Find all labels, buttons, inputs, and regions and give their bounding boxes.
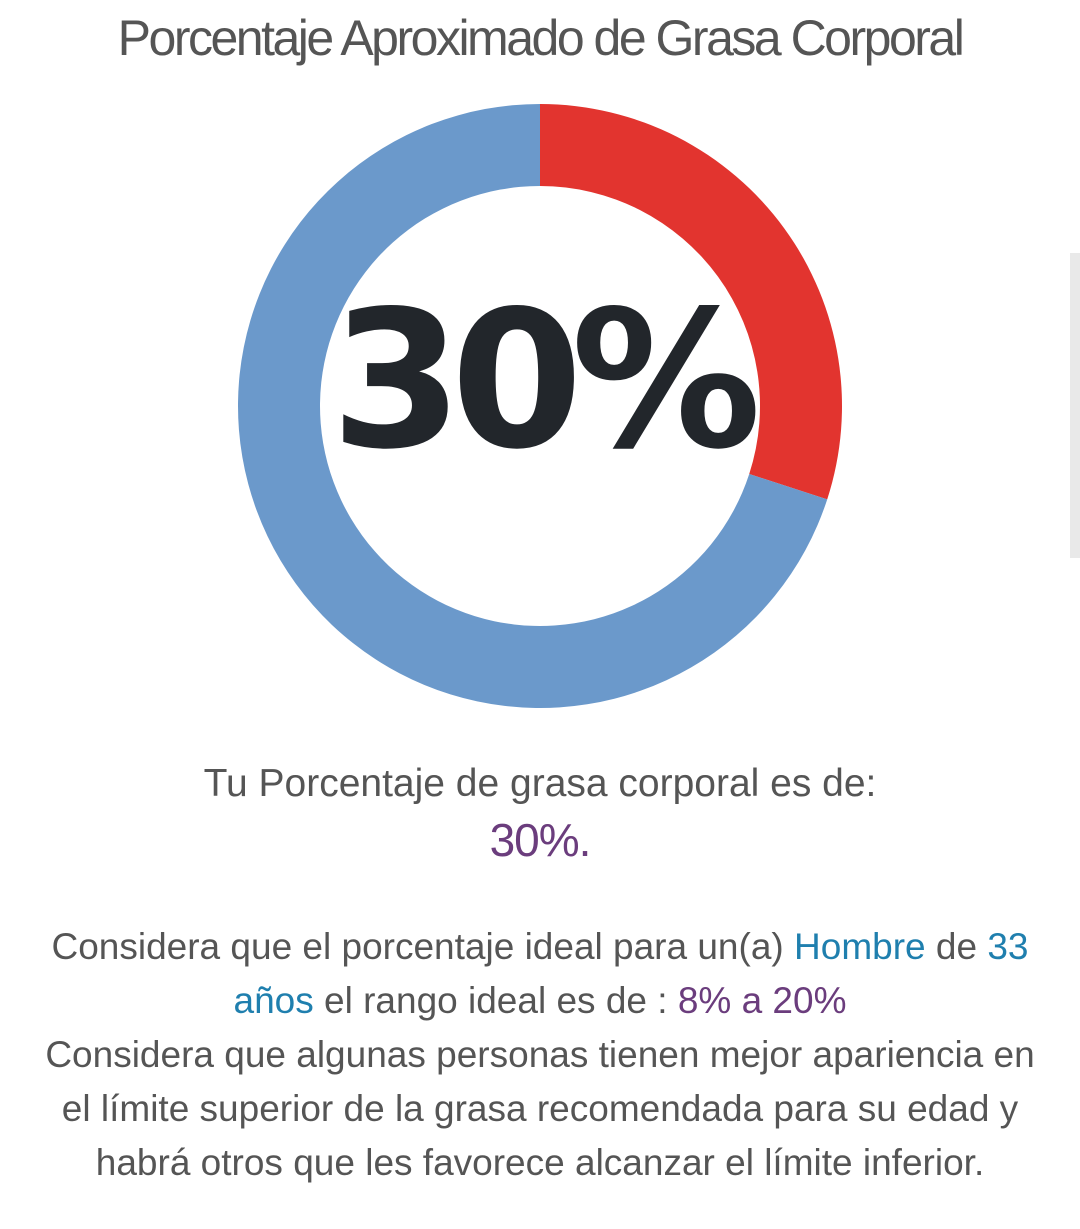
center-percentage-label: 30% xyxy=(331,270,756,491)
gender-value: Hombre xyxy=(794,926,926,967)
ideal-range-text: Considera que el porcentaje ideal para u… xyxy=(40,920,1040,1028)
body-fat-donut-chart: 30% xyxy=(238,104,842,708)
donut-chart-svg: 30% xyxy=(238,104,842,708)
ideal-range-value: 8% a 20% xyxy=(677,980,847,1021)
result-value: 30%. xyxy=(489,814,592,866)
ideal-range-info: Considera que el porcentaje ideal para u… xyxy=(40,920,1040,1190)
result-label: Tu Porcentaje de grasa corporal es de: xyxy=(203,762,877,805)
fat-slice xyxy=(540,104,842,500)
ideal-range-de: de xyxy=(925,926,978,967)
scrollbar[interactable] xyxy=(1070,253,1080,558)
ideal-range-prefix: Considera que el porcentaje ideal para u… xyxy=(51,926,795,967)
range-prefix: el rango ideal es de : xyxy=(313,980,678,1021)
appearance-note: Considera que algunas personas tienen me… xyxy=(45,1034,1035,1183)
age-value: 33 años xyxy=(233,926,1029,1021)
page-title: Porcentaje Aproximado de Grasa Corporal xyxy=(117,10,965,66)
